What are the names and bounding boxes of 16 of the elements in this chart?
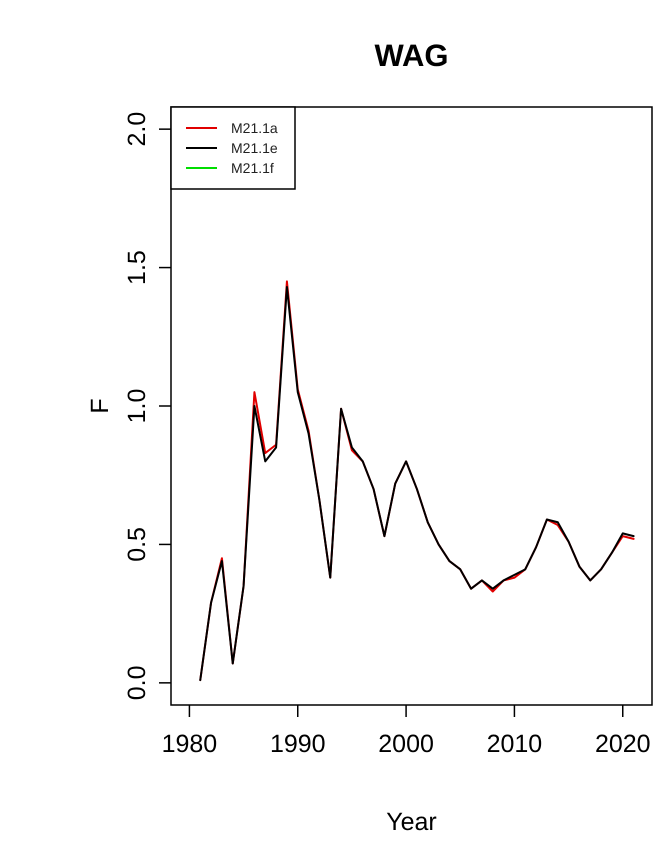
- legend-label: M21.1e: [231, 140, 278, 156]
- legend-label: M21.1a: [231, 120, 278, 136]
- x-tick-label: 1990: [270, 730, 326, 758]
- x-tick-label: 2020: [594, 730, 651, 758]
- y-tick-label: 0.0: [123, 665, 151, 700]
- chart-title: WAG: [374, 38, 449, 73]
- y-tick-label: 1.5: [123, 250, 151, 285]
- y-tick-label: 2.0: [123, 112, 151, 147]
- x-axis-title: Year: [386, 808, 437, 836]
- y-tick-label: 0.5: [123, 527, 151, 562]
- legend-label: M21.1f: [231, 160, 274, 176]
- x-tick-label: 2010: [486, 730, 542, 758]
- x-tick-label: 2000: [378, 730, 434, 758]
- y-tick-label: 1.0: [123, 388, 151, 424]
- x-tick-label: 1980: [162, 730, 218, 758]
- y-axis-title: F: [86, 398, 114, 414]
